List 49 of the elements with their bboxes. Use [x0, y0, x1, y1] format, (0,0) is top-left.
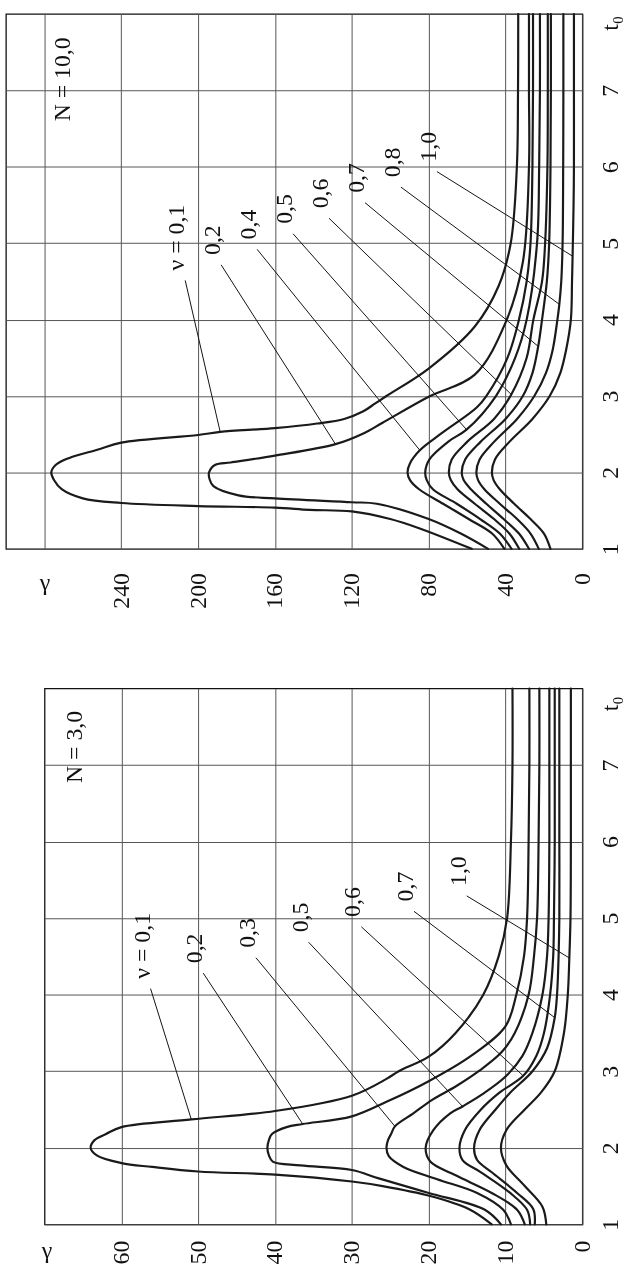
text: N = 10,0	[49, 37, 76, 122]
y-tick-label: 7	[596, 759, 623, 772]
x-tick-label: 120	[338, 573, 365, 609]
x-tick-label: 0	[568, 573, 595, 585]
annotation: ν = 0,1	[128, 912, 155, 979]
annotation: 0,2	[199, 225, 226, 255]
annotation: 0,6	[339, 887, 366, 917]
annotation: 0,7	[392, 871, 419, 902]
x-tick-label: 80	[415, 573, 442, 597]
x-tick-label: 200	[184, 573, 211, 609]
annotation: ν = 0,1	[163, 204, 190, 271]
x-tick-label: 40	[491, 573, 518, 597]
annotation: 0,3	[233, 918, 260, 948]
y-tick-label: 3	[596, 1065, 623, 1078]
y-tick-label: 1	[596, 1218, 623, 1231]
x-tick-label: 40	[261, 1240, 288, 1265]
x-tick-label: 160	[261, 573, 288, 609]
x-tick-label: 10	[491, 1240, 518, 1265]
y-tick-label: 1	[596, 543, 623, 556]
annotation: 0,5	[271, 194, 298, 224]
annotation: 0,6	[307, 178, 334, 209]
x-tick-label: 240	[107, 573, 134, 609]
y-tick-label: 3	[596, 390, 623, 403]
y-tick-label: 6	[596, 836, 623, 849]
x-tick-label: 50	[184, 1240, 211, 1265]
y-tick-label: 4	[596, 314, 623, 327]
y-tick-label: 4	[596, 989, 623, 1002]
annotation: 0,7	[342, 162, 369, 193]
y-axis-title: t₀	[596, 15, 623, 31]
annotation: 1,0	[444, 856, 471, 886]
x-tick-label: 20	[415, 1240, 442, 1265]
y-tick-label: 6	[596, 161, 623, 174]
y-tick-label: 7	[596, 84, 623, 97]
annotation: 0,2	[181, 933, 208, 964]
x-tick-label: 30	[338, 1240, 365, 1265]
y-tick-label: 5	[596, 237, 623, 250]
annotation: 0,8	[378, 147, 405, 178]
y-tick-label: 2	[596, 1142, 623, 1155]
annotation: 0,4	[235, 209, 262, 240]
x-axis-title: γ	[40, 1236, 53, 1263]
y-tick-label: 5	[596, 912, 623, 925]
x-tick-label: 60	[107, 1240, 134, 1265]
annotation: 1,0	[414, 131, 441, 162]
annotation: 0,5	[286, 902, 313, 933]
text: N = 3,0	[61, 710, 88, 784]
y-tick-label: 2	[596, 466, 623, 479]
x-axis-title: γ	[38, 568, 51, 595]
y-axis-title: t₀	[596, 696, 623, 712]
x-tick-label: 0	[568, 1240, 595, 1253]
